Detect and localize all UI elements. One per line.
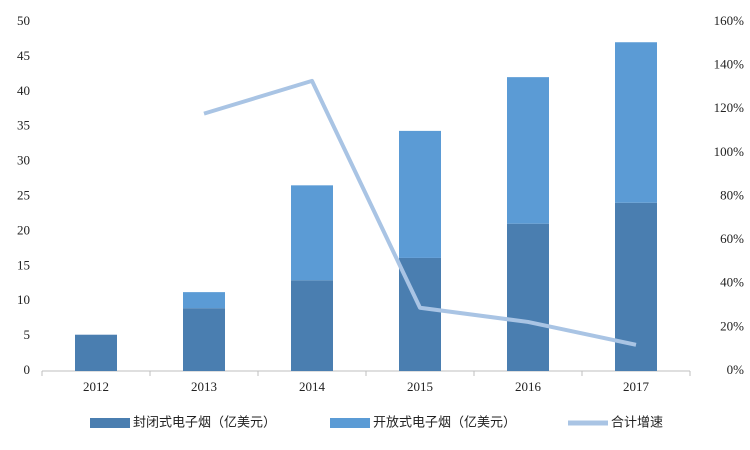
y-tick-label: 40: [17, 83, 30, 98]
y2-tick-label: 0%: [727, 362, 745, 377]
legend-marker: [330, 418, 370, 428]
line: [203, 78, 637, 347]
x-tick-label: 2017: [623, 379, 650, 394]
bar: [291, 280, 333, 371]
y-tick-label: 30: [17, 153, 30, 168]
x-tick-label: 2015: [407, 379, 433, 394]
y-tick-label: 20: [17, 222, 30, 237]
legend-label: 合计增速: [611, 416, 663, 431]
legend-label: 开放式电子烟（亿美元）: [373, 416, 516, 431]
y-tick-label: 35: [17, 118, 30, 133]
x-tick-label: 2016: [515, 379, 542, 394]
y-tick-label: 25: [17, 187, 30, 202]
y2-tick-label: 60%: [720, 231, 744, 246]
bar: [183, 292, 225, 309]
y-tick-label: 50: [17, 13, 30, 28]
y-tick-label: 10: [17, 292, 30, 307]
bar: [75, 334, 117, 371]
y-tick-label: 45: [17, 48, 30, 63]
legend-marker: [90, 418, 130, 428]
y2-tick-label: 40%: [720, 275, 744, 290]
x-tick-label: 2014: [299, 379, 326, 394]
x-tick-label: 2012: [83, 379, 109, 394]
bar: [615, 202, 657, 371]
bar: [507, 77, 549, 224]
bar: [399, 130, 441, 258]
legend-label: 封闭式电子烟（亿美元）: [133, 416, 276, 431]
bar: [291, 185, 333, 281]
y-tick-label: 15: [17, 257, 30, 272]
y2-tick-label: 160%: [714, 13, 745, 28]
y-tick-label: 0: [24, 362, 31, 377]
y-tick-label: 5: [24, 327, 31, 342]
bar: [507, 223, 549, 371]
y2-tick-label: 100%: [714, 144, 745, 159]
bar: [615, 42, 657, 203]
x-tick-label: 2013: [191, 379, 217, 394]
y2-tick-label: 140%: [714, 57, 745, 72]
y2-tick-label: 120%: [714, 100, 745, 115]
y2-tick-label: 20%: [720, 318, 744, 333]
bar: [183, 308, 225, 371]
y2-tick-label: 80%: [720, 187, 744, 202]
